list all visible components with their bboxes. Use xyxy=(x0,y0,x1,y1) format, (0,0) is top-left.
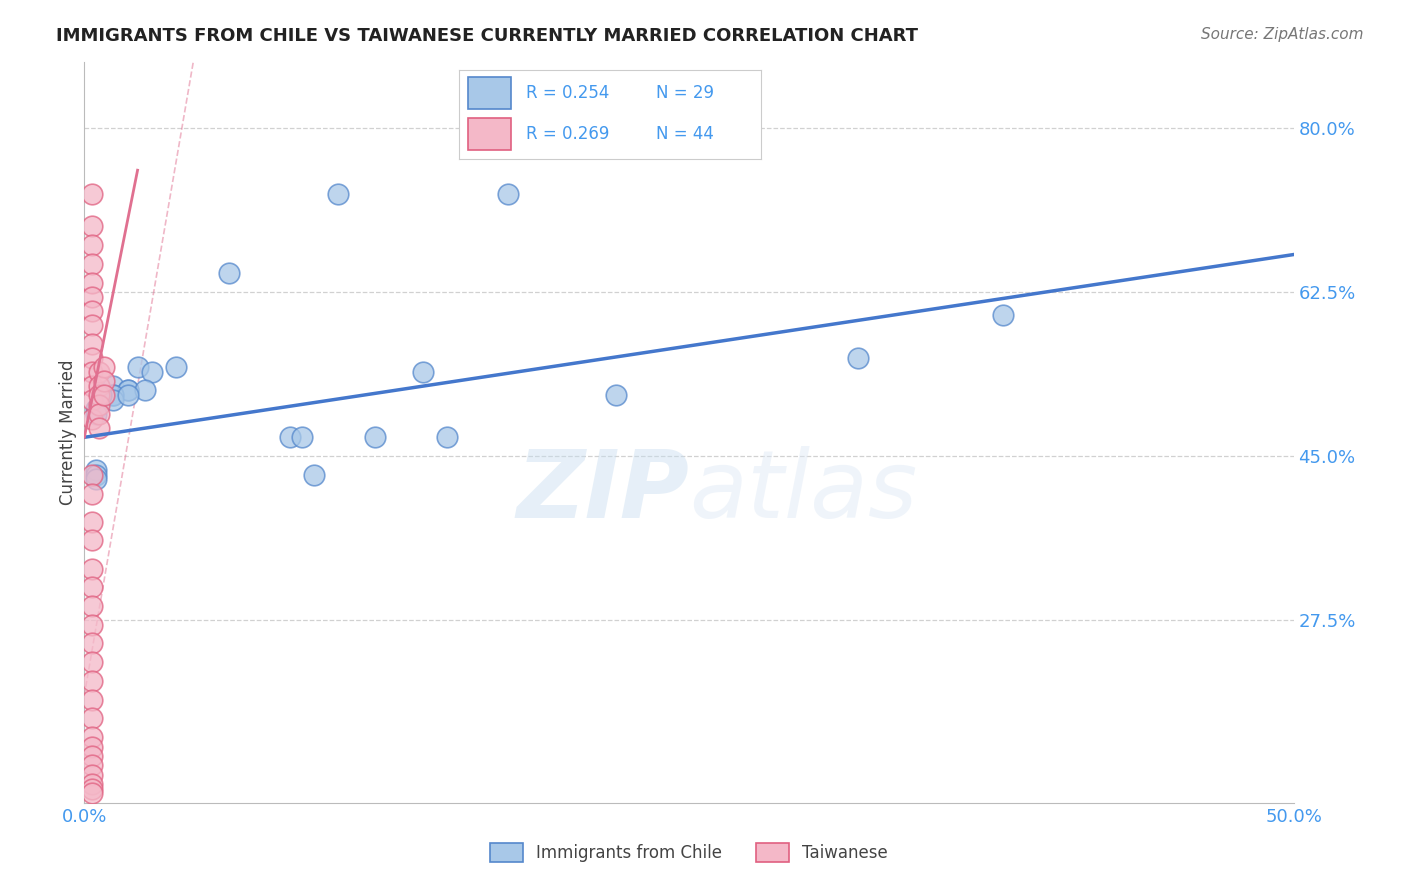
Point xyxy=(165,359,187,374)
Point xyxy=(80,365,103,379)
Point xyxy=(87,378,110,392)
Point xyxy=(80,533,103,548)
Point xyxy=(87,407,110,421)
Point xyxy=(141,365,163,379)
Point xyxy=(436,430,458,444)
Point xyxy=(80,257,103,271)
Point xyxy=(80,692,103,706)
Point xyxy=(87,397,110,411)
Point xyxy=(302,467,325,482)
Point xyxy=(127,359,149,374)
Point xyxy=(80,392,103,407)
Point xyxy=(86,467,108,482)
Point xyxy=(86,473,108,487)
Point xyxy=(291,430,314,444)
Point xyxy=(86,463,108,477)
Text: Source: ZipAtlas.com: Source: ZipAtlas.com xyxy=(1201,27,1364,42)
Point xyxy=(93,388,115,402)
Point xyxy=(117,384,139,398)
Point xyxy=(80,467,103,482)
Point xyxy=(278,430,301,444)
Point xyxy=(363,430,385,444)
Point xyxy=(993,309,1015,323)
Text: atlas: atlas xyxy=(689,446,917,537)
Point xyxy=(80,730,103,744)
Point xyxy=(80,486,103,500)
Point xyxy=(90,388,112,402)
Point xyxy=(103,392,125,407)
Point xyxy=(80,748,103,763)
Point xyxy=(80,655,103,669)
Point xyxy=(93,359,115,374)
Point xyxy=(117,384,139,398)
Point xyxy=(87,388,110,402)
Point xyxy=(846,351,869,365)
Point xyxy=(80,351,103,365)
Point xyxy=(80,303,103,318)
Point xyxy=(103,388,125,402)
Point xyxy=(86,402,108,417)
Legend: Immigrants from Chile, Taiwanese: Immigrants from Chile, Taiwanese xyxy=(484,836,894,869)
Point xyxy=(80,767,103,781)
Text: ZIP: ZIP xyxy=(516,446,689,538)
Point xyxy=(80,777,103,791)
Point xyxy=(218,266,240,280)
Point xyxy=(80,219,103,234)
Point xyxy=(80,515,103,529)
Text: IMMIGRANTS FROM CHILE VS TAIWANESE CURRENTLY MARRIED CORRELATION CHART: IMMIGRANTS FROM CHILE VS TAIWANESE CURRE… xyxy=(56,27,918,45)
Point xyxy=(80,758,103,772)
Point xyxy=(80,336,103,351)
Point xyxy=(80,290,103,304)
Point xyxy=(80,186,103,201)
Point xyxy=(80,739,103,754)
Point xyxy=(80,276,103,290)
Point xyxy=(86,407,108,421)
Point xyxy=(80,318,103,332)
Point xyxy=(87,421,110,435)
Point xyxy=(80,636,103,650)
Y-axis label: Currently Married: Currently Married xyxy=(59,359,77,506)
Point xyxy=(117,388,139,402)
Point xyxy=(412,365,434,379)
Point xyxy=(80,786,103,800)
Point xyxy=(605,388,627,402)
Point xyxy=(87,365,110,379)
Point xyxy=(496,186,519,201)
Point xyxy=(80,238,103,252)
Point xyxy=(80,378,103,392)
Point xyxy=(80,561,103,575)
Point xyxy=(80,673,103,688)
Point xyxy=(80,711,103,725)
Point xyxy=(93,374,115,388)
Point xyxy=(103,378,125,392)
Point xyxy=(103,388,125,402)
Point xyxy=(328,186,350,201)
Point xyxy=(134,384,156,398)
Point xyxy=(80,411,103,425)
Point xyxy=(80,617,103,632)
Point xyxy=(80,599,103,613)
Point xyxy=(80,781,103,796)
Point xyxy=(80,580,103,594)
